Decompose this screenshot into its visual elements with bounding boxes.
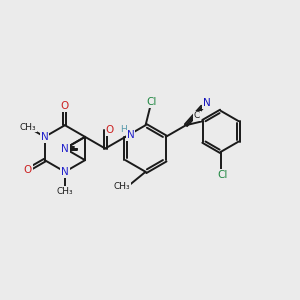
Text: N: N xyxy=(61,143,69,154)
Text: N: N xyxy=(203,98,211,108)
Text: H: H xyxy=(121,125,127,134)
Text: Cl: Cl xyxy=(146,97,157,107)
Text: N: N xyxy=(61,143,69,154)
Text: O: O xyxy=(106,125,114,135)
Text: N: N xyxy=(61,167,69,177)
Text: O: O xyxy=(61,101,69,111)
Text: Cl: Cl xyxy=(217,169,227,180)
Text: O: O xyxy=(24,165,32,175)
Text: N: N xyxy=(41,132,49,142)
Text: CH₃: CH₃ xyxy=(57,187,73,196)
Text: CH₃: CH₃ xyxy=(20,123,36,132)
Text: CH₃: CH₃ xyxy=(113,182,130,191)
Text: N: N xyxy=(127,130,135,140)
Text: C: C xyxy=(194,112,200,121)
